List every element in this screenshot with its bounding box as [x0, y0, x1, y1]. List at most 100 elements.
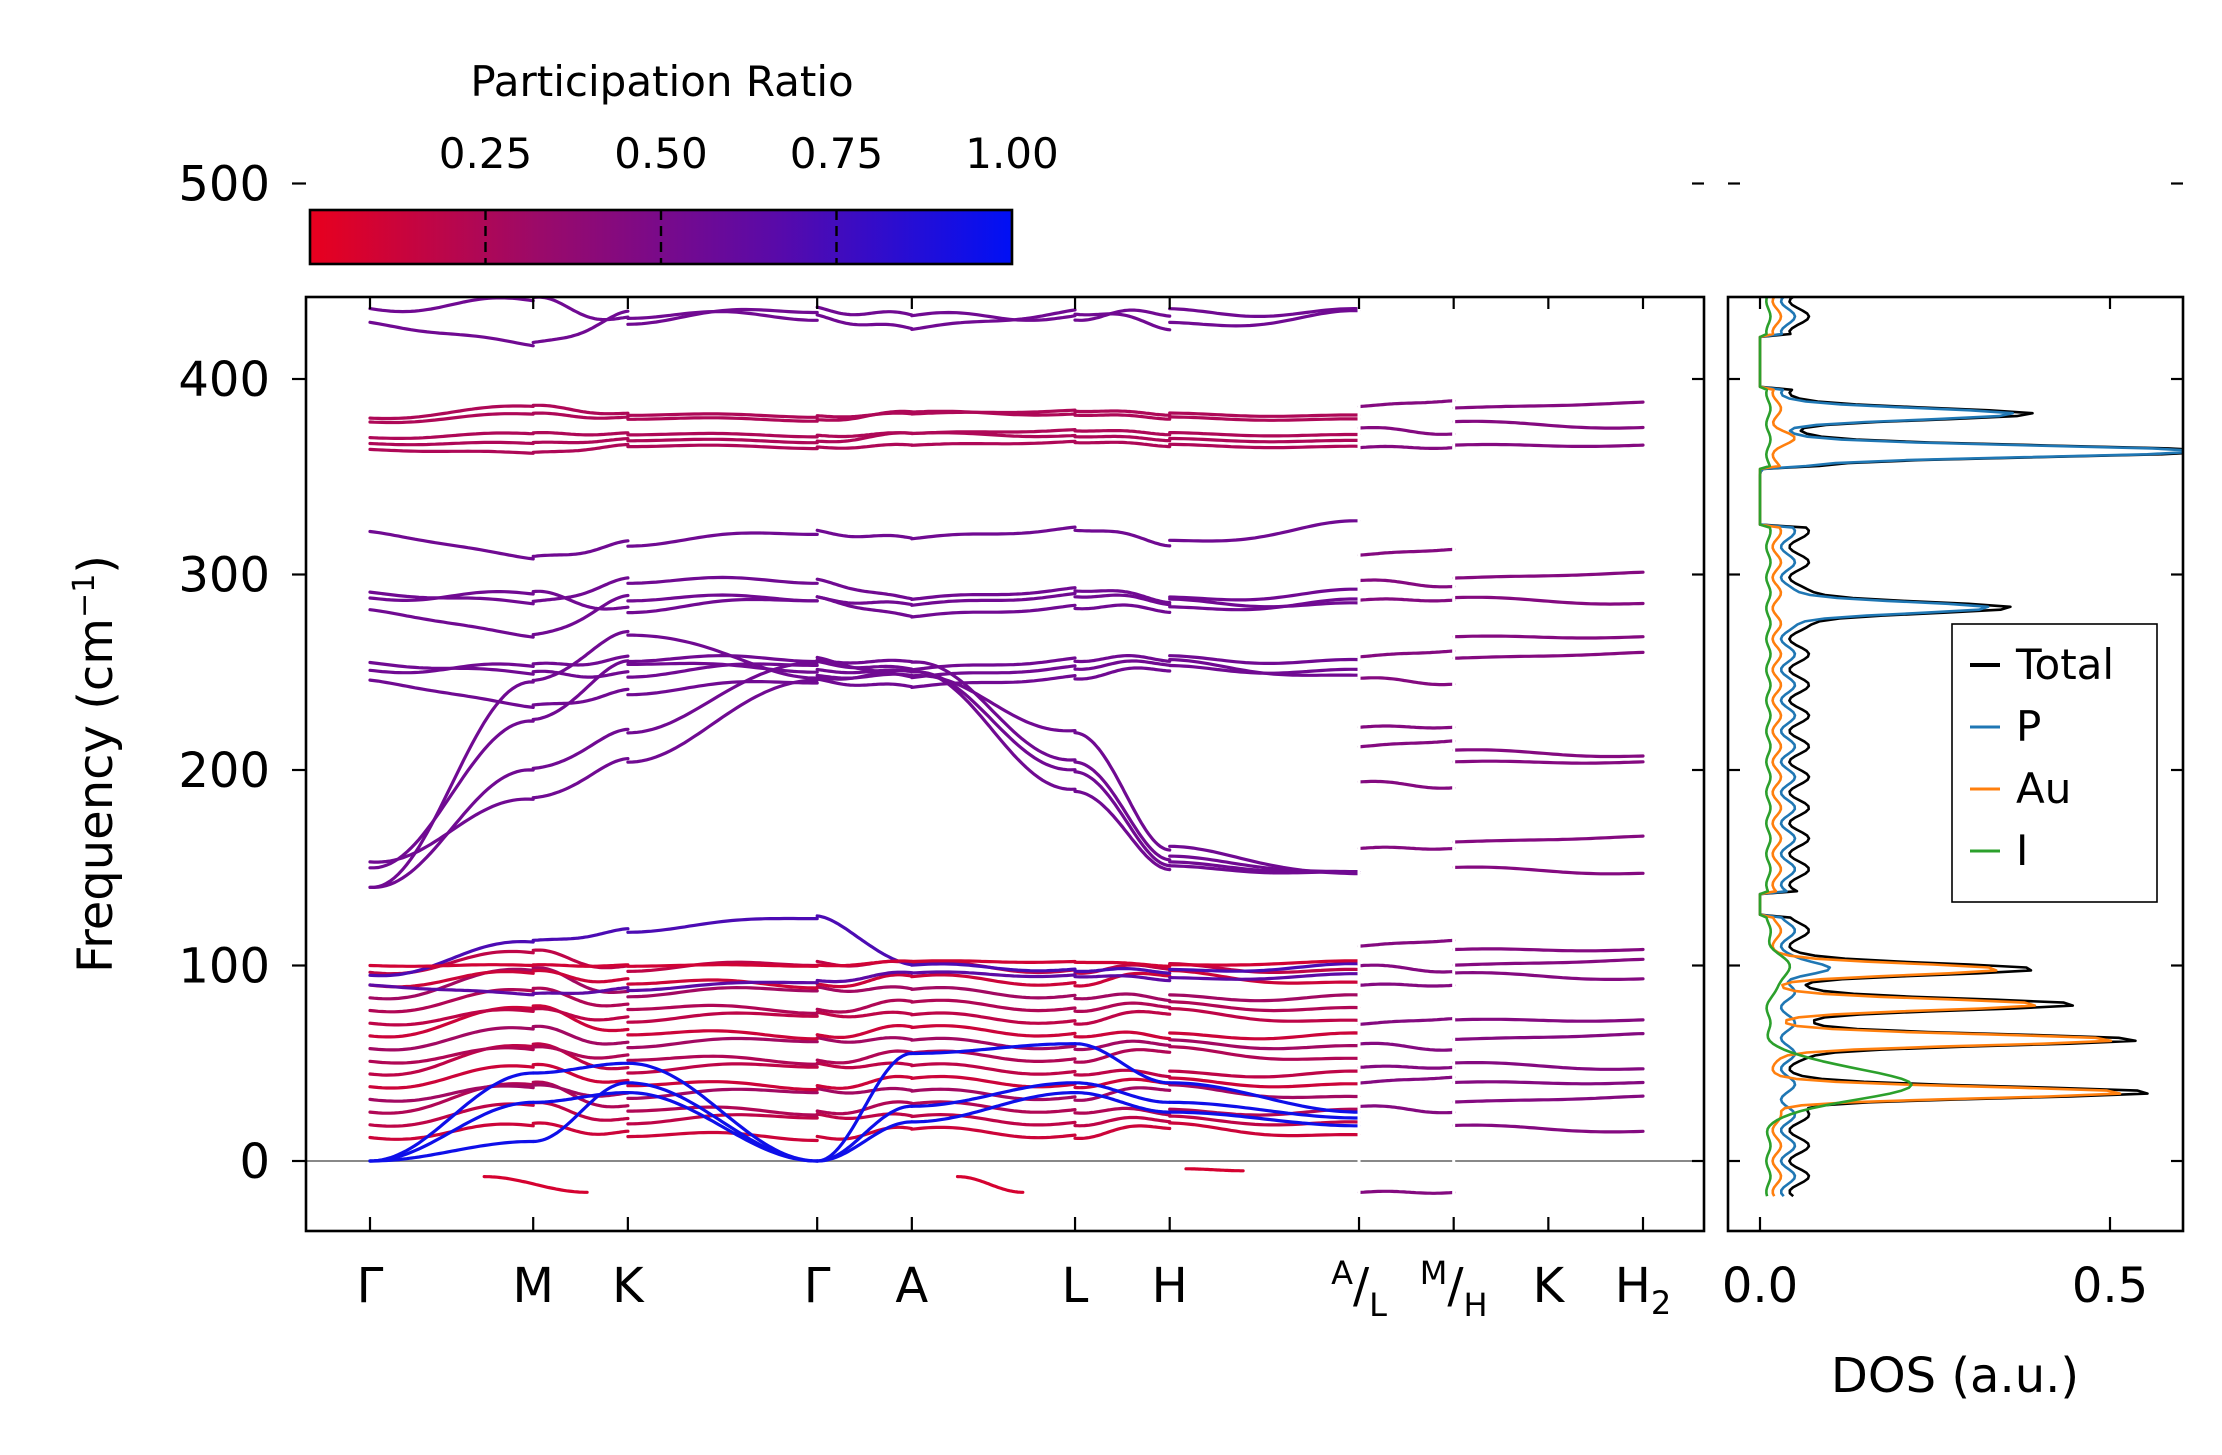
band-line [531, 1042, 630, 1071]
band-line [1073, 528, 1172, 548]
band-line [1073, 413, 1172, 421]
band-line [1073, 1115, 1172, 1128]
band-line [910, 673, 1077, 733]
band-line [1168, 1110, 1361, 1128]
band-line [1073, 434, 1172, 443]
band-line [626, 1054, 819, 1066]
band-line [531, 442, 630, 454]
band-line [626, 412, 819, 419]
band-line [1357, 426, 1456, 436]
band-line [910, 959, 1077, 965]
band-line [910, 970, 1077, 979]
band-line [531, 1004, 630, 1033]
band-line [626, 1113, 819, 1126]
legend-label: Total [2015, 640, 2114, 689]
band-line [531, 629, 630, 683]
band-line [1073, 1030, 1172, 1041]
x-tick-label: Γ [804, 1258, 831, 1314]
band-line [1452, 419, 1645, 430]
y-tick-label: 0 [239, 1134, 270, 1190]
band-line [1357, 649, 1456, 659]
band-line [1168, 993, 1361, 1003]
band-line [626, 985, 819, 999]
band-line [626, 531, 819, 548]
band-line [368, 1046, 535, 1065]
band-line [815, 1051, 914, 1163]
band-line [1357, 597, 1456, 603]
band-line [910, 431, 1077, 439]
band-line [1168, 1114, 1361, 1127]
band-line [815, 577, 914, 601]
dos-x-tick-label: 0.5 [2072, 1258, 2148, 1314]
band-line [815, 1112, 914, 1121]
band-line [910, 1090, 1077, 1124]
band-line [1168, 959, 1361, 967]
legend-box [1951, 623, 2158, 903]
band-line [626, 1003, 819, 1016]
band-line [1073, 1068, 1172, 1079]
band-line [1357, 399, 1456, 409]
band-line [910, 1125, 1077, 1140]
band-line [1075, 230, 1170, 246]
band-line [1359, 261, 1454, 268]
band-line [1073, 409, 1172, 417]
band-line [1357, 1064, 1456, 1070]
band-line [910, 603, 1077, 619]
band-line [368, 1008, 535, 1027]
band-line [1357, 1104, 1456, 1115]
band-line [531, 1121, 630, 1136]
colorbar-title: Participation Ratio [470, 57, 853, 106]
band-line [1359, 222, 1454, 224]
band-line [910, 586, 1077, 602]
band-line [531, 403, 630, 416]
band-line [1454, 202, 1643, 209]
band-line [815, 677, 914, 689]
legend-label: I [2016, 826, 2028, 875]
band-line [910, 409, 1077, 417]
band-line [1357, 1189, 1456, 1195]
band-line [531, 687, 630, 707]
band-line [1073, 760, 1172, 862]
band-line [815, 959, 914, 968]
band-line [626, 1090, 819, 1163]
band-line [1454, 246, 1643, 252]
band-line [1452, 1123, 1645, 1134]
band-line [531, 659, 630, 722]
band-line [368, 1026, 535, 1052]
dos-line-au [1758, 297, 2122, 1197]
band-line [1168, 519, 1361, 543]
band-line [1073, 960, 1172, 968]
band-line [1454, 284, 1643, 286]
band-line [815, 659, 914, 671]
band-line [1073, 440, 1172, 449]
band-line [1073, 429, 1172, 437]
band-line [531, 1100, 630, 1122]
band-line [626, 633, 819, 680]
band-line [1168, 306, 1361, 318]
y-axis-title: Frequency (cm−1) [67, 555, 124, 973]
band-line [1452, 957, 1645, 967]
band-lines [368, 202, 1645, 1195]
band-line [626, 678, 819, 764]
band-line [1168, 309, 1361, 328]
band-line [1170, 273, 1359, 288]
band-line [1073, 589, 1172, 605]
band-line [1452, 1080, 1645, 1086]
band-line [626, 597, 819, 615]
band-line [815, 985, 914, 994]
band-line [1452, 400, 1645, 410]
dispersion-panel: 0 100 200 300 400 500 Γ M K Γ A L H A/L M/H K H2 Freque… [67, 157, 1706, 1324]
dos-x-axis-title: DOS (a.u.) [1831, 1348, 2079, 1404]
colorbar-tick-label: 0.25 [439, 129, 533, 178]
band-line [1073, 312, 1172, 332]
band-line [531, 1081, 630, 1144]
band-line [626, 978, 819, 990]
band-line [815, 409, 914, 422]
band-line [1073, 1048, 1172, 1064]
band-line [815, 1120, 914, 1163]
band-line [815, 914, 914, 967]
dos-frame [1726, 295, 2185, 1233]
band-line [1452, 759, 1645, 765]
y-tick-label: 300 [178, 548, 270, 604]
dos-line-i [1758, 297, 1913, 1197]
